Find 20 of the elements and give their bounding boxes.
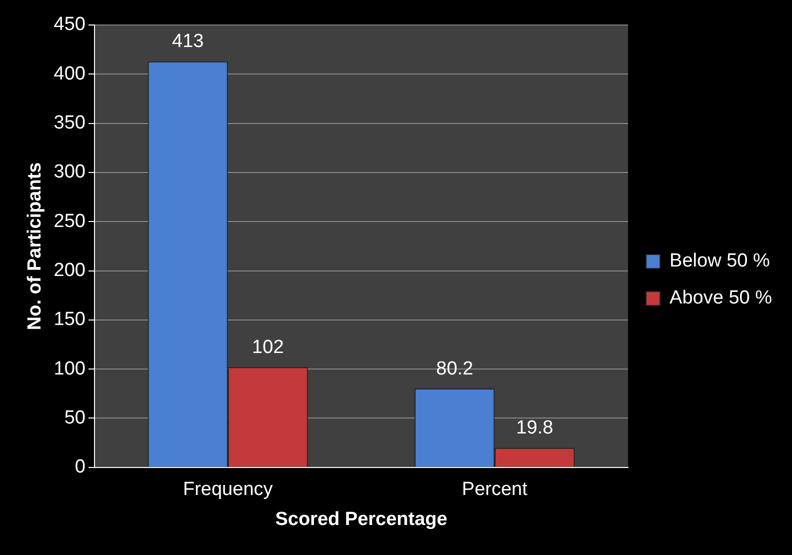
x-tick-label: Percent: [462, 479, 528, 500]
legend-label: Below 50 %: [670, 250, 770, 272]
legend-label: Above 50 %: [670, 288, 772, 309]
y-tick-label: 100: [54, 358, 86, 380]
x-tick-label: Frequency: [182, 479, 274, 500]
y-tick-label: 150: [54, 309, 86, 330]
y-tick-label: 50: [64, 407, 86, 428]
data-label: 80.2: [436, 358, 474, 380]
y-tick-label: 0: [74, 456, 86, 478]
y-tick-label: 350: [54, 112, 86, 134]
y-tick-label: 200: [54, 260, 86, 282]
data-label: 413: [172, 31, 204, 52]
y-tick-label: 450: [54, 14, 86, 36]
y-tick-label: 400: [54, 63, 86, 84]
x-axis-title: Scored Percentage: [275, 508, 448, 530]
y-axis-title: No. of Participants: [24, 162, 46, 330]
data-label: 102: [252, 336, 284, 358]
y-tick-label: 250: [54, 210, 86, 232]
data-label: 19.8: [516, 418, 554, 439]
y-tick-label: 300: [54, 162, 86, 183]
